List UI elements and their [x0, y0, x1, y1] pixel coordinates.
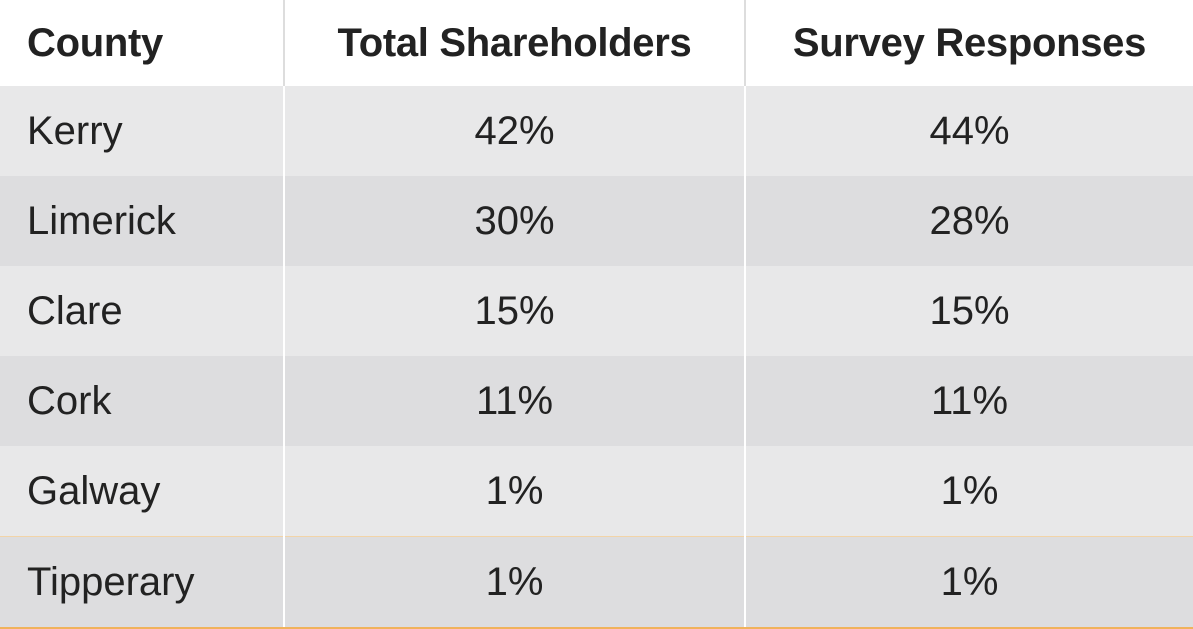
- table-row: Tipperary 1% 1%: [0, 536, 1193, 629]
- county-cell: Tipperary: [0, 536, 284, 629]
- survey-responses-cell: 1%: [744, 536, 1193, 629]
- column-header-county: County: [0, 0, 284, 86]
- total-shareholders-cell: 15%: [283, 266, 745, 356]
- column-header-total-shareholders: Total Shareholders: [283, 0, 745, 86]
- county-cell: Galway: [0, 446, 284, 537]
- table-row: Cork 11% 11%: [0, 356, 1193, 446]
- table-row: Galway 1% 1%: [0, 446, 1193, 537]
- total-shareholders-cell: 11%: [283, 356, 745, 446]
- table-row: Clare 15% 15%: [0, 266, 1193, 356]
- column-header-survey-responses: Survey Responses: [744, 0, 1193, 86]
- total-shareholders-cell: 30%: [283, 176, 745, 266]
- survey-responses-cell: 11%: [744, 356, 1193, 446]
- survey-responses-cell: 44%: [744, 86, 1193, 176]
- county-cell: Limerick: [0, 176, 284, 266]
- table-row: Limerick 30% 28%: [0, 176, 1193, 266]
- table-header: County Total Shareholders Survey Respons…: [0, 0, 1193, 86]
- table-row: Kerry 42% 44%: [0, 86, 1193, 176]
- survey-responses-cell: 15%: [744, 266, 1193, 356]
- header-row: County Total Shareholders Survey Respons…: [0, 0, 1193, 86]
- county-cell: Kerry: [0, 86, 284, 176]
- county-cell: Clare: [0, 266, 284, 356]
- total-shareholders-cell: 42%: [283, 86, 745, 176]
- total-shareholders-cell: 1%: [283, 446, 745, 537]
- survey-responses-cell: 1%: [744, 446, 1193, 537]
- table-body: Kerry 42% 44% Limerick 30% 28% Clare 15%…: [0, 86, 1193, 629]
- county-cell: Cork: [0, 356, 284, 446]
- total-shareholders-cell: 1%: [283, 536, 745, 629]
- survey-responses-cell: 28%: [744, 176, 1193, 266]
